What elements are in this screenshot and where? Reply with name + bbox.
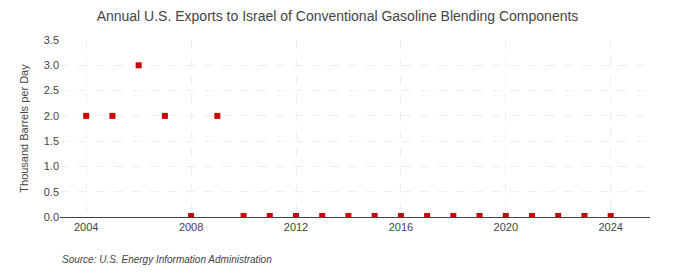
svg-text:Thousand Barrels per Day: Thousand Barrels per Day bbox=[18, 64, 30, 193]
svg-text:Annual U.S. Exports to Israel: Annual U.S. Exports to Israel of Convent… bbox=[97, 8, 579, 24]
svg-text:2.0: 2.0 bbox=[44, 110, 59, 122]
svg-text:2012: 2012 bbox=[284, 221, 308, 233]
svg-text:2016: 2016 bbox=[389, 221, 413, 233]
svg-text:1.0: 1.0 bbox=[44, 160, 59, 172]
svg-text:2020: 2020 bbox=[494, 221, 518, 233]
svg-text:1.5: 1.5 bbox=[44, 135, 59, 147]
svg-text:Source: U.S. Energy Informatio: Source: U.S. Energy Information Administ… bbox=[62, 254, 272, 265]
svg-text:2.5: 2.5 bbox=[44, 84, 59, 96]
svg-text:3.5: 3.5 bbox=[44, 34, 59, 46]
svg-text:0.5: 0.5 bbox=[44, 186, 59, 198]
svg-text:0.0: 0.0 bbox=[44, 211, 59, 223]
svg-text:2024: 2024 bbox=[598, 221, 622, 233]
svg-text:2008: 2008 bbox=[179, 221, 203, 233]
svg-text:3.0: 3.0 bbox=[44, 59, 59, 71]
svg-text:2004: 2004 bbox=[74, 221, 98, 233]
